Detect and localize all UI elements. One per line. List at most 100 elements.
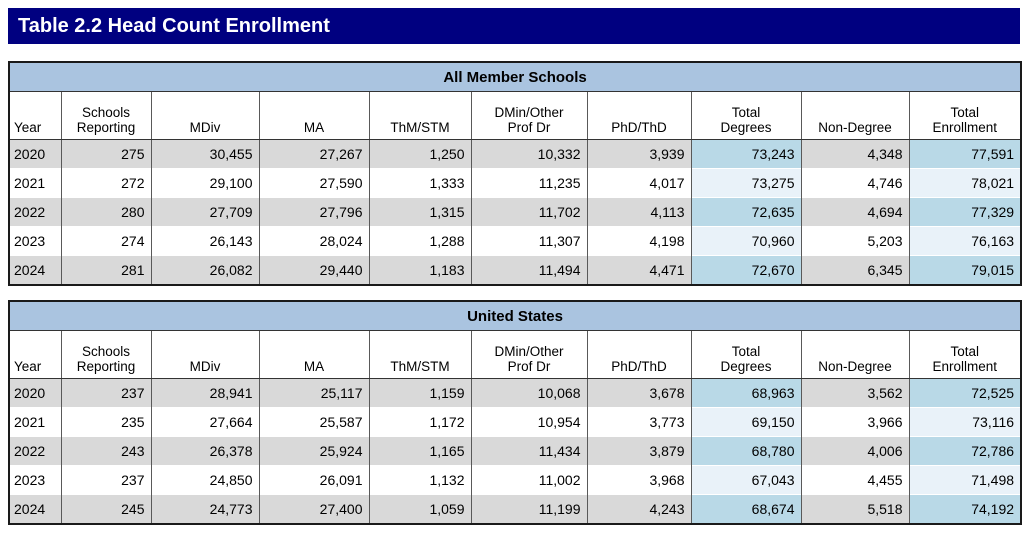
data-cell: 29,100 (150, 168, 259, 198)
column-header: DMin/Other Prof Dr (470, 330, 587, 379)
column-header: Total Enrollment (908, 91, 1022, 140)
column-header: MDiv (150, 91, 259, 140)
column-header: Year (9, 330, 61, 379)
data-cell: 3,879 (586, 436, 691, 466)
column-header: Total Enrollment (908, 330, 1022, 379)
column-header-row: Year Schools Reporting MDiv MA ThM/STM DMin/O… (9, 91, 1022, 140)
data-cell: 70,960 (690, 226, 801, 256)
data-cell: 68,674 (690, 494, 801, 524)
data-cell: 237 (60, 465, 151, 495)
data-cell: 26,378 (150, 436, 259, 466)
data-cell: 72,635 (690, 197, 801, 227)
data-cell: 245 (60, 494, 151, 524)
data-cell: 25,924 (258, 436, 369, 466)
year-cell: 2021 (9, 407, 61, 437)
table-row: 2021 272 29,100 27,590 1,333 11,235 4,017 73,27… (9, 168, 1022, 198)
column-header: MA (258, 330, 369, 379)
data-cell: 274 (60, 226, 151, 256)
data-cell: 4,198 (586, 226, 691, 256)
data-cell: 3,966 (800, 407, 909, 437)
year-cell: 2024 (9, 494, 61, 524)
column-header-row: Year Schools Reporting MDiv MA ThM/STM DMin/O… (9, 330, 1022, 379)
data-cell: 4,746 (800, 168, 909, 198)
data-cell: 1,250 (368, 139, 471, 169)
data-cell: 67,043 (690, 465, 801, 495)
data-cell: 1,315 (368, 197, 471, 227)
data-cell: 280 (60, 197, 151, 227)
data-cell: 25,587 (258, 407, 369, 437)
data-cell: 1,059 (368, 494, 471, 524)
data-cell: 72,670 (690, 255, 801, 285)
data-cell: 79,015 (908, 255, 1022, 285)
data-cell: 281 (60, 255, 151, 285)
table-row: 2021 235 27,664 25,587 1,172 10,954 3,773 69,15… (9, 407, 1022, 437)
data-cell: 243 (60, 436, 151, 466)
data-cell: 26,091 (258, 465, 369, 495)
data-cell: 1,159 (368, 378, 471, 408)
column-header: DMin/Other Prof Dr (470, 91, 587, 140)
section-title: All Member Schools (9, 62, 1022, 92)
data-cell: 30,455 (150, 139, 259, 169)
data-cell: 27,709 (150, 197, 259, 227)
data-cell: 68,963 (690, 378, 801, 408)
data-cell: 73,275 (690, 168, 801, 198)
data-cell: 26,143 (150, 226, 259, 256)
table-row: 2020 237 28,941 25,117 1,159 10,068 3,678 68,96… (9, 378, 1022, 408)
data-cell: 11,434 (470, 436, 587, 466)
data-cell: 77,329 (908, 197, 1022, 227)
column-header: Schools Reporting (60, 330, 151, 379)
table-row: 2020 275 30,455 27,267 1,250 10,332 3,939 73,24… (9, 139, 1022, 169)
data-cell: 235 (60, 407, 151, 437)
data-cell: 4,243 (586, 494, 691, 524)
data-cell: 11,199 (470, 494, 587, 524)
column-header: Non-Degree (800, 330, 909, 379)
table-united-states: United States Year Schools Reporting MDiv MA… (8, 300, 1023, 525)
data-cell: 68,780 (690, 436, 801, 466)
data-cell: 3,939 (586, 139, 691, 169)
column-header: Schools Reporting (60, 91, 151, 140)
table-row: 2022 243 26,378 25,924 1,165 11,434 3,879 68,78… (9, 436, 1022, 466)
table-all-member-schools: All Member Schools Year Schools Reporting M… (8, 61, 1023, 286)
data-cell: 24,773 (150, 494, 259, 524)
data-cell: 28,941 (150, 378, 259, 408)
data-cell: 4,113 (586, 197, 691, 227)
data-cell: 5,203 (800, 226, 909, 256)
year-cell: 2021 (9, 168, 61, 198)
table-row: 2024 281 26,082 29,440 1,183 11,494 4,471 72,67… (9, 255, 1022, 285)
column-header: Total Degrees (690, 330, 801, 379)
data-cell: 4,006 (800, 436, 909, 466)
column-header: Non-Degree (800, 91, 909, 140)
data-cell: 4,694 (800, 197, 909, 227)
data-cell: 71,498 (908, 465, 1022, 495)
column-header: Year (9, 91, 61, 140)
column-header: Total Degrees (690, 91, 801, 140)
data-cell: 4,017 (586, 168, 691, 198)
data-cell: 78,021 (908, 168, 1022, 198)
data-cell: 10,332 (470, 139, 587, 169)
data-cell: 11,307 (470, 226, 587, 256)
data-cell: 6,345 (800, 255, 909, 285)
year-cell: 2022 (9, 436, 61, 466)
data-cell: 27,590 (258, 168, 369, 198)
data-cell: 11,494 (470, 255, 587, 285)
year-cell: 2023 (9, 465, 61, 495)
data-cell: 72,786 (908, 436, 1022, 466)
data-cell: 3,562 (800, 378, 909, 408)
data-cell: 1,172 (368, 407, 471, 437)
data-cell: 5,518 (800, 494, 909, 524)
data-cell: 4,348 (800, 139, 909, 169)
year-cell: 2023 (9, 226, 61, 256)
data-cell: 29,440 (258, 255, 369, 285)
column-header: MA (258, 91, 369, 140)
data-cell: 11,702 (470, 197, 587, 227)
data-cell: 27,796 (258, 197, 369, 227)
data-cell: 24,850 (150, 465, 259, 495)
data-cell: 10,068 (470, 378, 587, 408)
data-cell: 272 (60, 168, 151, 198)
data-cell: 10,954 (470, 407, 587, 437)
data-cell: 3,968 (586, 465, 691, 495)
data-cell: 74,192 (908, 494, 1022, 524)
data-cell: 1,165 (368, 436, 471, 466)
data-cell: 25,117 (258, 378, 369, 408)
data-cell: 275 (60, 139, 151, 169)
